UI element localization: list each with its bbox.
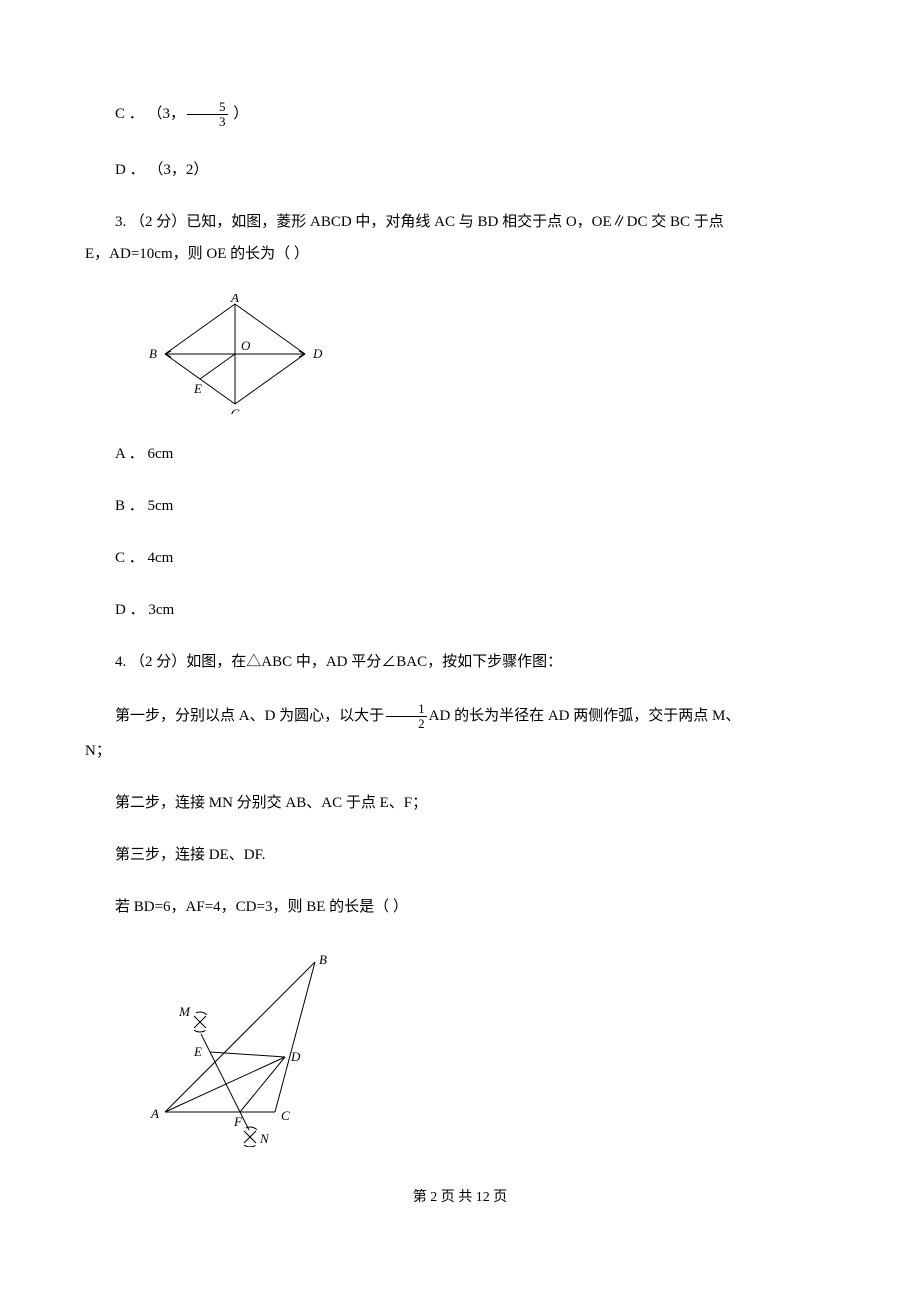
fraction-1-2: 12 <box>386 702 427 732</box>
q3-opt-c: C ． 4cm <box>85 546 835 570</box>
fraction-5-3: 53 <box>187 100 228 130</box>
rhombus-diagram: A B C D O E <box>145 294 325 414</box>
q3-opt-a: A ． 6cm <box>85 442 835 466</box>
q3-opt-b: B ． 5cm <box>85 494 835 518</box>
svg-text:M: M <box>178 1004 191 1019</box>
q4-text: 4. （2 分）如图，在△ABC 中，AD 平分∠BAC，按如下步骤作图： <box>85 650 835 674</box>
q4-step1-line1: 第一步，分别以点 A、D 为圆心，以大于12AD 的长为半径在 AD 两侧作弧，… <box>85 702 835 732</box>
option-d: D ． （3，2） <box>85 158 835 182</box>
option-c-tail: ） <box>230 106 249 122</box>
svg-text:B: B <box>149 346 157 361</box>
option-c: C ． （3，53 ） <box>85 100 835 130</box>
svg-text:E: E <box>193 1044 202 1059</box>
q3-text-line2: E，AD=10cm，则 OE 的长为（ ） <box>85 242 835 266</box>
svg-text:N: N <box>259 1131 270 1146</box>
q4-step3: 第三步，连接 DE、DF. <box>85 843 835 867</box>
document-page: C ． （3，53 ） D ． （3，2） 3. （2 分）已知，如图，菱形 A… <box>0 0 920 1230</box>
svg-text:A: A <box>230 294 239 305</box>
triangle-construction-diagram: A B C D E F M N <box>145 947 345 1147</box>
q3-diagram: A B C D O E <box>145 294 835 414</box>
q3-opt-d: D ． 3cm <box>85 598 835 622</box>
svg-text:D: D <box>312 346 323 361</box>
svg-text:C: C <box>281 1108 290 1123</box>
svg-text:O: O <box>241 338 251 353</box>
svg-text:C: C <box>231 406 240 414</box>
q4-step1-a: 第一步，分别以点 A、D 为圆心，以大于 <box>115 708 384 724</box>
svg-text:A: A <box>150 1106 159 1121</box>
q3-text-line1: 3. （2 分）已知，如图，菱形 ABCD 中，对角线 AC 与 BD 相交于点… <box>85 210 835 234</box>
q4-step2: 第二步，连接 MN 分别交 AB、AC 于点 E、F； <box>85 791 835 815</box>
svg-text:B: B <box>319 952 327 967</box>
page-footer: 第 2 页 共 12 页 <box>85 1187 835 1209</box>
svg-text:D: D <box>290 1049 301 1064</box>
svg-text:E: E <box>193 381 202 396</box>
q4-condition: 若 BD=6，AF=4，CD=3，则 BE 的长是（ ） <box>85 895 835 919</box>
svg-text:F: F <box>233 1114 243 1129</box>
q4-step1-line2: N； <box>85 739 835 763</box>
q4-diagram: A B C D E F M N <box>145 947 835 1147</box>
q4-step1-b: AD 的长为半径在 AD 两侧作弧，交于两点 M、 <box>429 708 741 724</box>
option-c-label: C ． （3， <box>115 106 185 122</box>
